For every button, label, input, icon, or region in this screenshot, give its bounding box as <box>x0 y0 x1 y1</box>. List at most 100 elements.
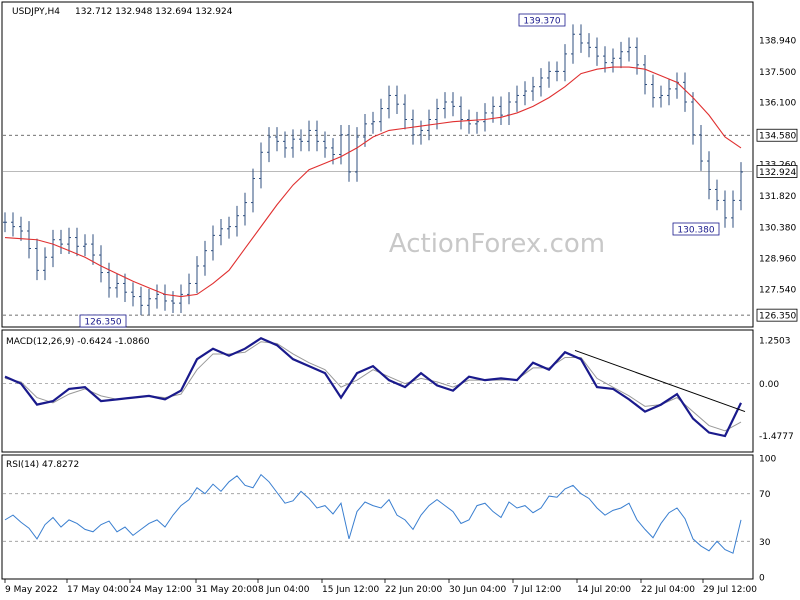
time-axis-tick-label: 30 Jun 04:00 <box>449 585 506 595</box>
price-header-symbol: USDJPY,H4 <box>12 7 60 17</box>
ohlc-bar <box>251 168 255 213</box>
axis-labels: 138.940137.500136.100134.580133.260132.9… <box>4 36 798 595</box>
ohlc-bar <box>339 124 343 165</box>
price-axis-tick-label: 134.580 <box>759 132 796 142</box>
price-annotation-label: 126.350 <box>84 318 121 328</box>
ohlc-bar <box>179 284 183 313</box>
watermark: ActionForex.com <box>389 229 605 259</box>
rsi-layer <box>3 473 752 554</box>
price-axis-tick-label: 138.940 <box>759 36 796 46</box>
ohlc-bar <box>451 92 455 117</box>
ohlc-bar <box>299 129 303 152</box>
rsi-panel-frame <box>1 454 754 580</box>
macd-title: MACD(12,26,9) -0.6424 -1.0860 <box>6 337 150 347</box>
ohlc-bar <box>387 85 391 119</box>
ohlc-bar <box>195 256 199 294</box>
ohlc-bar <box>307 120 311 152</box>
rsi-axis-tick-label: 70 <box>759 490 771 500</box>
ohlc-bar <box>35 238 39 281</box>
price-axis-tick-label: 128.960 <box>759 255 796 265</box>
ohlc-bar <box>595 37 599 66</box>
ohlc-bar <box>163 284 167 311</box>
time-axis-tick-label: 15 Jun 12:00 <box>322 585 379 595</box>
ohlc-bar <box>243 192 247 226</box>
ohlc-bar <box>675 72 679 99</box>
ohlc-bar <box>715 179 719 211</box>
ohlc-bar <box>67 227 71 254</box>
ohlc-bar <box>227 216 231 239</box>
price-axis-tick-label: 137.500 <box>759 68 796 78</box>
ohlc-bar <box>659 85 663 108</box>
ohlc-bar <box>3 212 7 233</box>
price-annotation-box <box>672 222 720 236</box>
rsi-axis-tick-label: 0 <box>759 574 765 584</box>
ohlc-bar <box>531 76 535 101</box>
rsi-line <box>4 473 742 554</box>
price-annotation-label: 139.370 <box>523 17 560 27</box>
price-axis-tag <box>756 128 798 142</box>
ohlc-bar <box>11 212 15 237</box>
ohlc-bar <box>731 190 735 228</box>
price-annotation-label: 130.380 <box>677 226 714 236</box>
ohlc-bar <box>323 131 327 158</box>
price-axis-tag <box>756 308 798 322</box>
ohlc-bar <box>83 234 87 257</box>
ohlc-bar <box>707 151 711 200</box>
price-bars <box>3 24 743 316</box>
price-annotation-box <box>79 314 127 328</box>
price-axis-tick-label: 126.350 <box>759 312 796 322</box>
ohlc-bar <box>643 55 647 95</box>
ohlc-bar <box>459 96 463 130</box>
ohlc-bar <box>51 229 55 268</box>
price-axis-tick-label: 132.924 <box>759 168 796 178</box>
ohlc-bar <box>571 24 575 64</box>
price-axis-tag <box>756 165 798 178</box>
ohlc-bar <box>363 114 367 147</box>
rsi-title: RSI(14) 47.8272 <box>6 460 79 470</box>
ohlc-bar <box>115 273 119 298</box>
ohlc-bar <box>523 81 527 106</box>
macd-axis-tick-label: 1.2503 <box>759 336 791 346</box>
ohlc-bar <box>419 120 423 145</box>
ohlc-bar <box>259 142 263 189</box>
time-axis-tick-label: 31 May 20:00 <box>196 585 258 595</box>
ohlc-bar <box>155 284 159 309</box>
ohlc-bar <box>187 273 191 305</box>
ohlc-bar <box>59 229 63 254</box>
ohlc-bar <box>611 48 615 73</box>
ohlc-bar <box>131 282 135 307</box>
price-axis-tick-label: 127.540 <box>759 286 796 296</box>
moving-average-layer <box>4 66 742 298</box>
ohlc-bar <box>555 61 559 82</box>
time-axis-tick-label: 17 May 04:00 <box>67 585 129 595</box>
ohlc-bar <box>75 227 79 257</box>
time-axis-tick-label: 24 May 12:00 <box>130 585 192 595</box>
ohlc-bar <box>235 205 239 237</box>
time-axis-tick-label: 22 Jul 04:00 <box>641 585 695 595</box>
macd-panel-frame <box>1 329 754 453</box>
price-axis-tick-label: 130.380 <box>759 224 796 234</box>
ohlc-bar <box>267 127 271 163</box>
ohlc-bar <box>347 124 351 182</box>
ohlc-bar <box>467 109 471 134</box>
time-axis-tick-label: 14 Jul 20:00 <box>577 585 631 595</box>
ohlc-bar <box>139 286 143 316</box>
ohlc-bar <box>379 98 383 132</box>
ohlc-bar <box>219 218 223 246</box>
time-axis-tick-label: 29 Jul 12:00 <box>703 585 757 595</box>
ohlc-bar <box>475 111 479 134</box>
rsi-axis-tick-label: 100 <box>759 455 776 465</box>
ohlc-bar <box>443 92 447 119</box>
ohlc-bar <box>507 92 511 125</box>
ohlc-bar <box>619 41 623 69</box>
ohlc-bar <box>99 245 103 283</box>
ohlc-bar <box>283 131 287 158</box>
ohlc-bar <box>699 124 703 171</box>
price-header-ohlc: 132.712 132.948 132.694 132.924 <box>75 7 233 17</box>
price-annotations: 139.370 130.380 126.350 <box>79 13 720 328</box>
ohlc-bar <box>739 162 743 211</box>
price-axis-tick-label: 131.820 <box>759 192 796 202</box>
ohlc-bar <box>211 225 215 261</box>
ohlc-bar <box>651 74 655 108</box>
